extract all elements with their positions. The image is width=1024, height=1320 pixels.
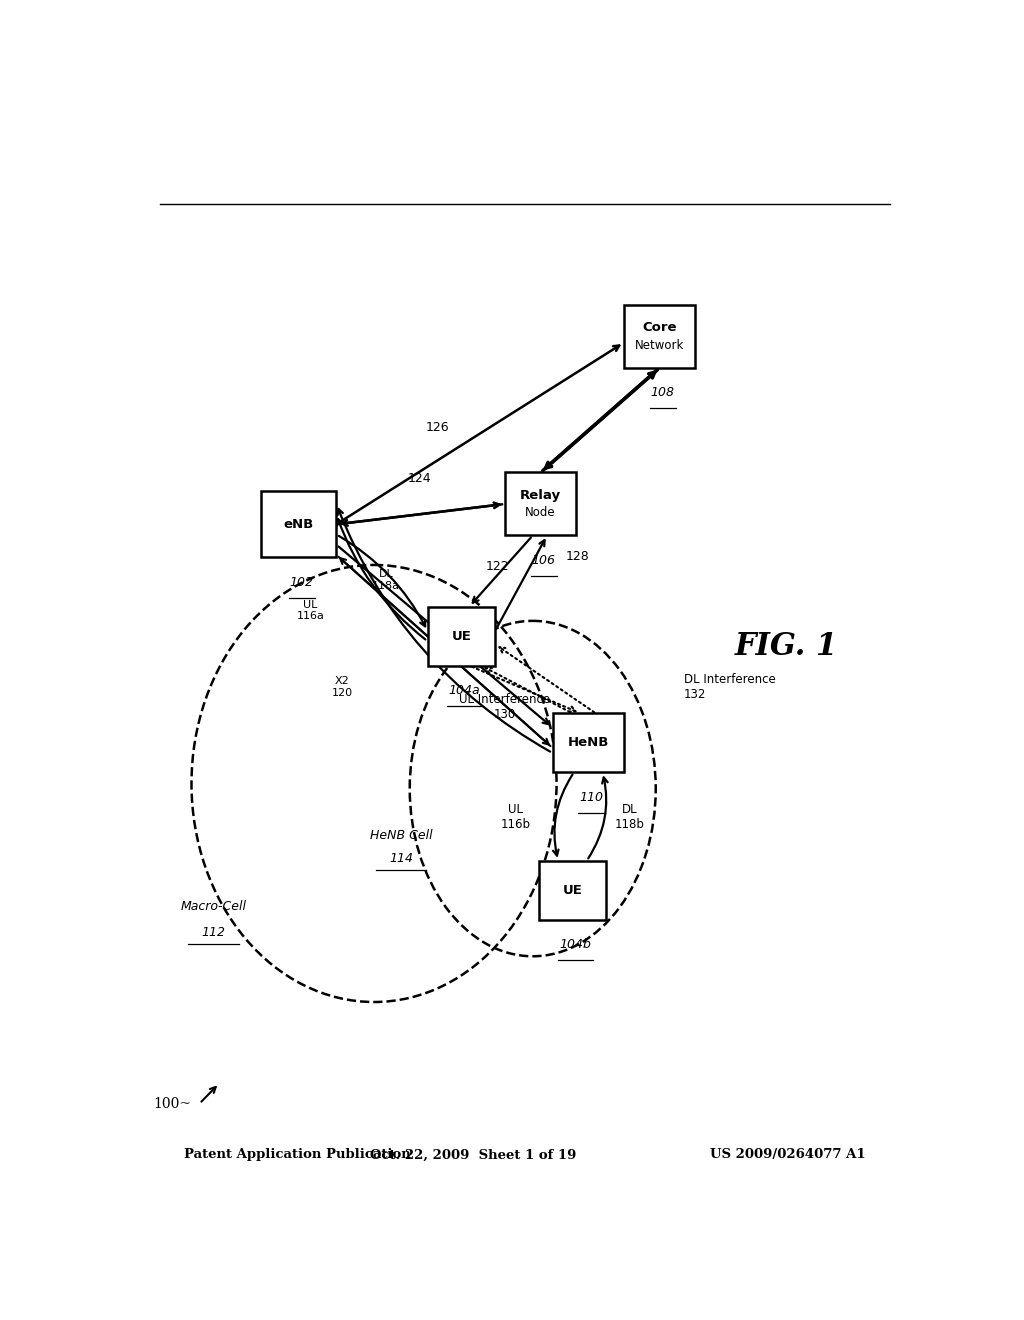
- Text: UL Interference
130: UL Interference 130: [460, 693, 551, 721]
- Text: 114: 114: [390, 851, 414, 865]
- Text: 126: 126: [426, 421, 450, 434]
- Text: Relay: Relay: [520, 488, 561, 502]
- Text: US 2009/0264077 A1: US 2009/0264077 A1: [711, 1148, 866, 1162]
- Text: Network: Network: [635, 339, 684, 351]
- Text: Oct. 22, 2009  Sheet 1 of 19: Oct. 22, 2009 Sheet 1 of 19: [370, 1148, 577, 1162]
- Text: 104b: 104b: [560, 939, 592, 950]
- Text: 106: 106: [531, 554, 556, 566]
- FancyBboxPatch shape: [428, 607, 495, 665]
- Text: 122: 122: [485, 560, 509, 573]
- Text: FIG. 1: FIG. 1: [735, 631, 839, 661]
- Text: DL
118a: DL 118a: [372, 569, 400, 591]
- Text: UL
116a: UL 116a: [297, 599, 325, 622]
- Text: 112: 112: [202, 925, 225, 939]
- FancyBboxPatch shape: [624, 305, 695, 368]
- Text: DL
118b: DL 118b: [614, 803, 644, 830]
- Text: 110: 110: [580, 791, 603, 804]
- Text: 102: 102: [290, 576, 313, 589]
- Text: 108: 108: [651, 385, 675, 399]
- Text: HeNB Cell: HeNB Cell: [371, 829, 433, 842]
- Text: 104a: 104a: [449, 684, 480, 697]
- Text: 128: 128: [566, 550, 590, 562]
- Text: DL Interference
132: DL Interference 132: [684, 673, 775, 701]
- Text: 100~: 100~: [154, 1097, 191, 1110]
- Text: eNB: eNB: [284, 517, 313, 531]
- Text: X2
120: X2 120: [332, 676, 353, 698]
- FancyBboxPatch shape: [553, 713, 624, 772]
- FancyBboxPatch shape: [539, 861, 606, 920]
- Text: Patent Application Publication: Patent Application Publication: [183, 1148, 411, 1162]
- Text: HeNB: HeNB: [567, 737, 609, 750]
- Text: Macro-Cell: Macro-Cell: [180, 900, 247, 913]
- FancyBboxPatch shape: [261, 491, 336, 557]
- FancyBboxPatch shape: [505, 473, 577, 536]
- Text: Node: Node: [525, 507, 556, 519]
- Text: UE: UE: [562, 883, 583, 896]
- Text: 124: 124: [408, 471, 431, 484]
- Text: Core: Core: [642, 321, 677, 334]
- Text: UL
116b: UL 116b: [501, 803, 530, 830]
- Text: UE: UE: [452, 630, 471, 643]
